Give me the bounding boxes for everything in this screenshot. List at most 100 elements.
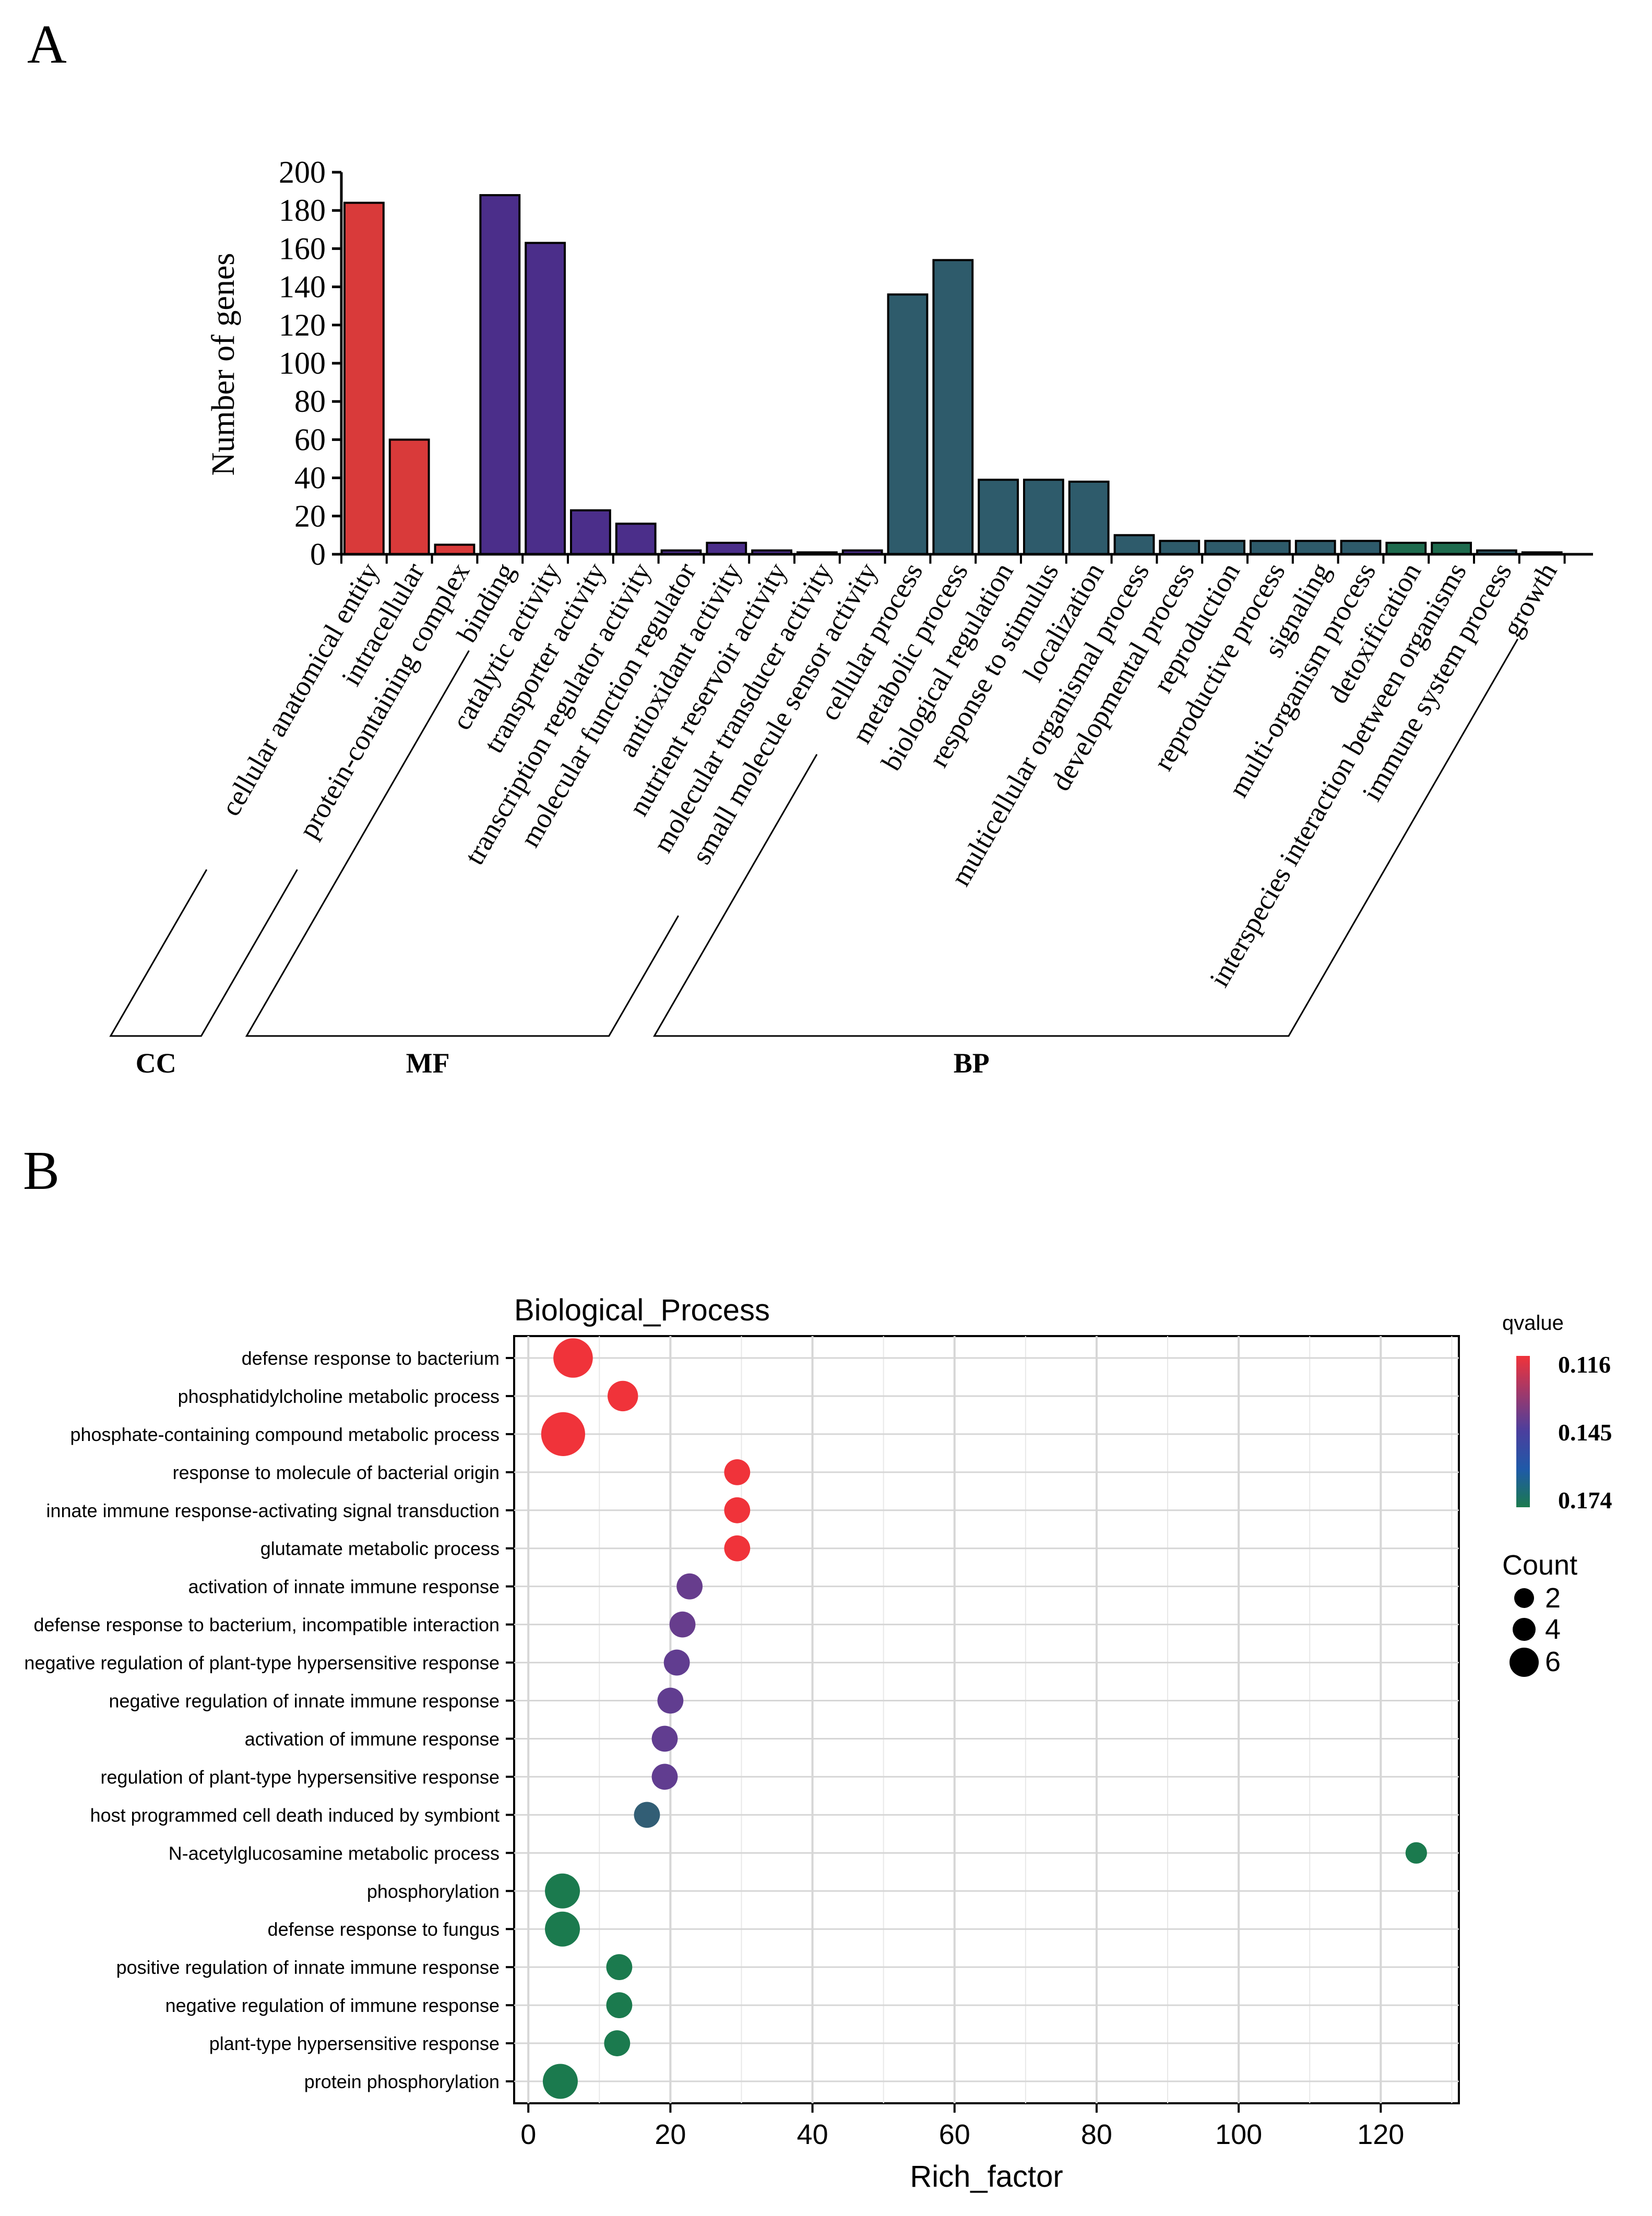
data-point [606,1992,633,2019]
data-point [724,1535,751,1562]
count-legend-title: Count [1502,1550,1577,1581]
y-tick-label: 20 [294,499,326,533]
data-point [663,1649,690,1676]
bar [932,259,974,555]
panel-label-a: A [27,14,67,75]
data-point [606,1954,633,1981]
y-tick-label: negative regulation of plant-type hypers… [24,1652,500,1674]
bar [525,242,566,556]
bar [1023,479,1064,556]
data-point [651,1764,678,1790]
y-tick-label: response to molecule of bacterial origin [173,1462,500,1483]
y-tick-label: defense response to bacterium [242,1348,500,1369]
y-tick-label: 0 [310,537,326,571]
bar [570,509,611,556]
data-point [724,1497,751,1523]
data-point [545,1873,580,1909]
data-point [1405,1842,1427,1864]
bar-series [343,194,1563,556]
bar [1294,540,1336,556]
data-point [542,2064,578,2099]
y-tick-label: 200 [279,155,326,189]
group-label: MF [406,1047,450,1079]
y-tick-labels: defense response to bacterium phosphatidy… [24,1348,514,2092]
y-tick-label: 140 [279,270,326,304]
x-tick-label: 20 [655,2119,686,2150]
qvalue-colorbar [1516,1356,1530,1507]
count-legend-label: 6 [1545,1646,1561,1677]
data-point [651,1725,678,1752]
bar [388,438,430,556]
x-tick-labels: cellular anatomical entityintracellularp… [215,557,1563,992]
y-tick-label: 40 [294,461,326,495]
y-tick-label: regulation of plant-type hypersensitive … [101,1766,500,1788]
data-point [669,1611,696,1638]
y-tick-label: N-acetylglucosamine metabolic process [169,1842,500,1864]
group-bracket [109,869,298,1037]
y-tick-label: host programmed cell death induced by sy… [90,1804,500,1826]
bar [343,201,385,555]
data-point [545,1911,580,1947]
y-tick-label: glutamate metabolic process [260,1538,500,1559]
data-point [676,1573,703,1600]
data-point [657,1687,684,1714]
x-axis-label: Rich_factor [910,2160,1063,2194]
bar [434,543,476,555]
x-tick-label: 40 [797,2119,828,2150]
qvalue-tick-label: 0.145 [1558,1419,1612,1446]
bar [706,542,747,556]
data-point [604,2030,631,2056]
count-legend-dot [1513,1618,1536,1641]
bar [615,522,657,556]
y-tick-label: phosphorylation [367,1880,500,1902]
category-groups: CC MF BP [109,638,1518,1079]
data-point [724,1459,751,1485]
y-tick-label: 160 [279,231,326,266]
x-tick-label: 0 [520,2119,536,2150]
bar [887,293,929,555]
y-tick-label: defense response to fungus [268,1919,500,1940]
y-tick-label: positive regulation of innate immune res… [116,1957,500,1978]
y-tick-label: activation of immune response [245,1728,500,1749]
qvalue-tick-label: 0.174 [1558,1487,1612,1514]
y-tick-label: 60 [294,422,326,457]
bar [479,194,521,556]
bar [1204,540,1245,556]
x-tick-label: 120 [1357,2119,1404,2150]
data-point [553,1338,593,1378]
y-tick-label: innate immune response-activating signal… [46,1500,500,1521]
group-bracket [245,650,679,1037]
y-tick-label: activation of innate immune response [188,1576,500,1598]
y-tick-label: phosphatidylcholine metabolic process [178,1386,500,1407]
bar [978,479,1019,556]
data-point [634,1802,660,1828]
data-point [541,1412,586,1456]
bar [1385,542,1427,556]
y-tick-label: 180 [279,193,326,228]
group-label: BP [954,1047,990,1079]
bar [1068,480,1110,555]
panel-label-b: B [23,1140,60,1201]
count-legend: Count 2 4 6 [1502,1550,1577,1677]
count-legend-label: 2 [1545,1582,1561,1614]
x-tick-label: 60 [939,2119,970,2150]
count-legend-label: 4 [1545,1614,1561,1645]
x-tick-label: 80 [1081,2119,1112,2150]
chart-title: Biological_Process [514,1293,770,1327]
plot-area [513,1335,1460,2104]
x-tick-label: 100 [1215,2119,1262,2150]
qvalue-legend: qvalue 0.116 0.145 0.174 [1502,1312,1612,1514]
y-tick-label: 100 [279,346,326,380]
x-axis-ticks: 0 20 40 60 80 100 120 [520,2103,1404,2150]
bar [1113,534,1155,556]
y-tick-label: protein phosphorylation [304,2071,500,2092]
count-legend-dot [1510,1648,1539,1677]
group-bracket [653,638,1518,1037]
bar [1250,540,1291,556]
y-tick-label: plant-type hypersensitive response [209,2033,500,2054]
point-series [541,1338,1427,2099]
data-point [608,1380,638,1412]
y-axis-label: Number of genes [206,253,241,476]
